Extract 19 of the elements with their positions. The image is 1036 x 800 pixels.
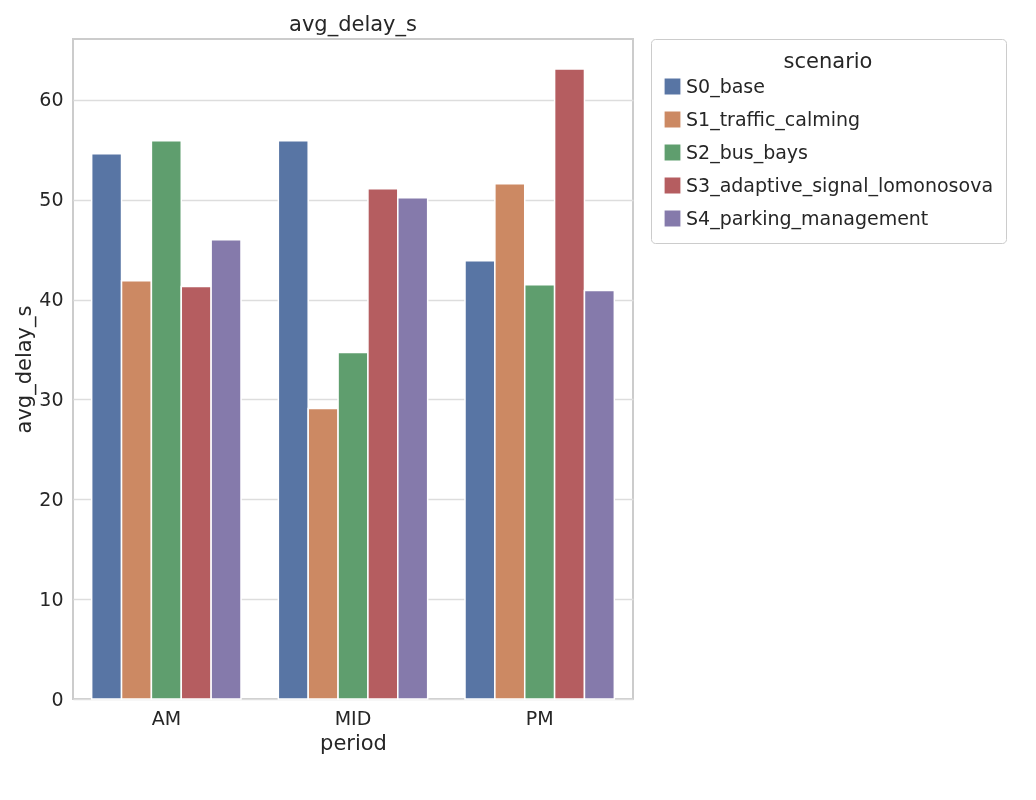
y-tick-label: 30: [39, 387, 64, 410]
y-tick-label: 60: [39, 88, 64, 111]
legend-label: S4_parking_management: [686, 206, 929, 230]
legend-label: S2_bus_bays: [686, 140, 808, 164]
x-tick-label: PM: [525, 706, 554, 729]
legend-label: S0_base: [686, 74, 765, 98]
legend-label: S1_traffic_calming: [686, 107, 861, 131]
x-axis-title: period: [320, 730, 387, 755]
chart-title: avg_delay_s: [289, 11, 417, 37]
x-tick-label: MID: [334, 706, 372, 729]
legend-label: S3_adaptive_signal_lomonosova: [686, 173, 994, 197]
y-tick-label: 10: [39, 587, 64, 610]
y-axis-title: avg_delay_s: [12, 305, 38, 434]
y-tick-label: 50: [39, 188, 64, 211]
y-tick-label: 0: [51, 687, 64, 710]
y-tick-label: 20: [39, 487, 64, 510]
y-tick-label: 40: [39, 288, 64, 311]
x-tick-label: AM: [151, 706, 182, 729]
legend-title: scenario: [783, 49, 873, 73]
